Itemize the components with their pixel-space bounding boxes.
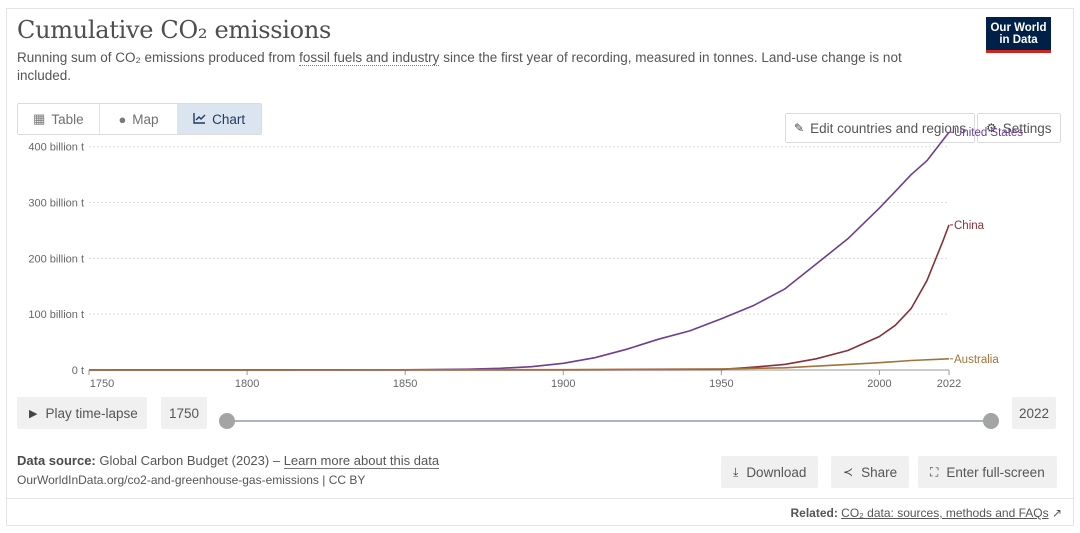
download-icon: ⤓ (733, 464, 739, 479)
share-label: Share (861, 464, 898, 480)
footer-divider (7, 498, 1073, 499)
source-url[interactable]: OurWorldInData.org/co2-and-greenhouse-ga… (17, 473, 366, 487)
logo-line-2: in Data (999, 34, 1038, 46)
tab-map[interactable]: ● Map (100, 104, 178, 134)
tab-chart-label: Chart (212, 111, 246, 127)
tab-table[interactable]: ▦ Table (18, 104, 100, 134)
play-icon: ▶ (29, 407, 38, 420)
timeline-track[interactable] (226, 420, 991, 422)
line-chart-icon (193, 112, 206, 127)
fullscreen-label: Enter full-screen (946, 464, 1045, 480)
data-source-separator: – (269, 453, 284, 468)
fossil-fuels-link[interactable]: fossil fuels and industry (299, 50, 440, 66)
related-faq-link[interactable]: CO₂ data: sources, methods and FAQs (841, 506, 1049, 520)
page-subtitle: Running sum of CO₂ emissions produced fr… (17, 49, 937, 85)
logo-line-1: Our World (990, 22, 1047, 34)
end-year-box[interactable]: 2022 (1012, 397, 1056, 429)
tab-table-label: Table (51, 111, 84, 127)
data-source-value: Global Carbon Budget (2023) (99, 453, 270, 468)
page-title: Cumulative CO₂ emissions (17, 16, 331, 44)
timeline-end-handle[interactable] (983, 413, 999, 429)
view-tabs: ▦ Table ● Map Chart (17, 103, 262, 135)
data-source: Data source: Global Carbon Budget (2023)… (17, 453, 440, 469)
tab-map-label: Map (132, 111, 159, 127)
play-timelapse-button[interactable]: ▶ Play time-lapse (17, 397, 147, 429)
globe-icon: ● (118, 111, 127, 127)
chart-frame (6, 8, 1074, 526)
edit-countries-button[interactable]: ✎ Edit countries and regions (785, 113, 976, 143)
tab-chart[interactable]: Chart (177, 104, 261, 134)
related-links: Related: CO₂ data: sources, methods and … (790, 506, 1062, 520)
subtitle-text-start: Running sum of CO₂ emissions produced fr… (17, 50, 300, 65)
gear-icon: ⚙ (986, 121, 997, 135)
download-label: Download (746, 464, 807, 480)
timeline-start-handle[interactable] (219, 413, 235, 429)
pencil-icon: ✎ (794, 121, 805, 135)
related-label: Related: (790, 506, 838, 520)
settings-label: Settings (1002, 120, 1052, 136)
owid-logo[interactable]: Our World in Data (986, 17, 1051, 53)
download-button[interactable]: ⤓ Download (721, 456, 819, 488)
start-year-box[interactable]: 1750 (161, 397, 207, 429)
external-link-icon: ↗ (1051, 506, 1062, 520)
fullscreen-button[interactable]: ⛶ Enter full-screen (918, 456, 1057, 488)
share-button[interactable]: ≺ Share (831, 456, 910, 488)
subtitle-text-end: since the first year of recording, measu… (17, 50, 902, 83)
settings-button[interactable]: ⚙ Settings (977, 113, 1061, 143)
data-source-label: Data source: (17, 453, 96, 468)
share-icon: ≺ (843, 465, 854, 479)
table-icon: ▦ (33, 111, 46, 126)
expand-icon: ⛶ (930, 464, 939, 479)
play-timelapse-label: Play time-lapse (45, 405, 138, 421)
learn-more-link[interactable]: Learn more about this data (283, 453, 440, 469)
edit-countries-label: Edit countries and regions (810, 120, 967, 136)
